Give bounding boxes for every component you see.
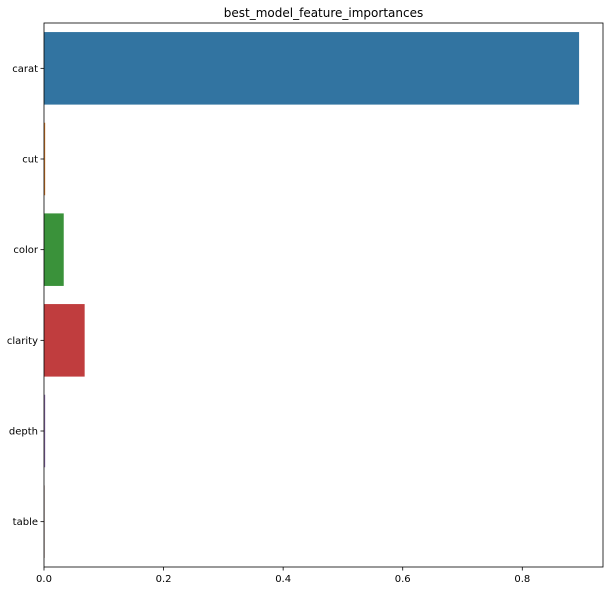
chart-title: best_model_feature_importances (224, 6, 423, 20)
x-tick-label: 0.6 (395, 574, 411, 585)
x-tick-label: 0.0 (36, 574, 52, 585)
x-tick-label: 0.8 (514, 574, 530, 585)
y-tick-label: clarity (7, 336, 38, 347)
bars-group (44, 32, 580, 558)
y-tick-label: table (13, 517, 38, 528)
bar-color (44, 213, 64, 286)
y-tick-label: carat (12, 64, 38, 75)
x-axis-ticks: 0.0 0.2 0.4 0.6 0.8 (36, 567, 530, 585)
bar-clarity (44, 304, 85, 377)
x-tick-label: 0.4 (275, 574, 291, 585)
bar-depth (44, 394, 46, 468)
y-tick-label: depth (9, 427, 38, 438)
y-tick-label: color (13, 245, 39, 256)
y-axis-ticks: carat cut color clarity depth table (7, 64, 44, 528)
x-tick-label: 0.2 (156, 574, 172, 585)
plot-frame (43, 22, 604, 568)
bar-carat (44, 32, 580, 105)
bar-cut (44, 122, 46, 196)
y-tick-label: cut (22, 155, 38, 166)
